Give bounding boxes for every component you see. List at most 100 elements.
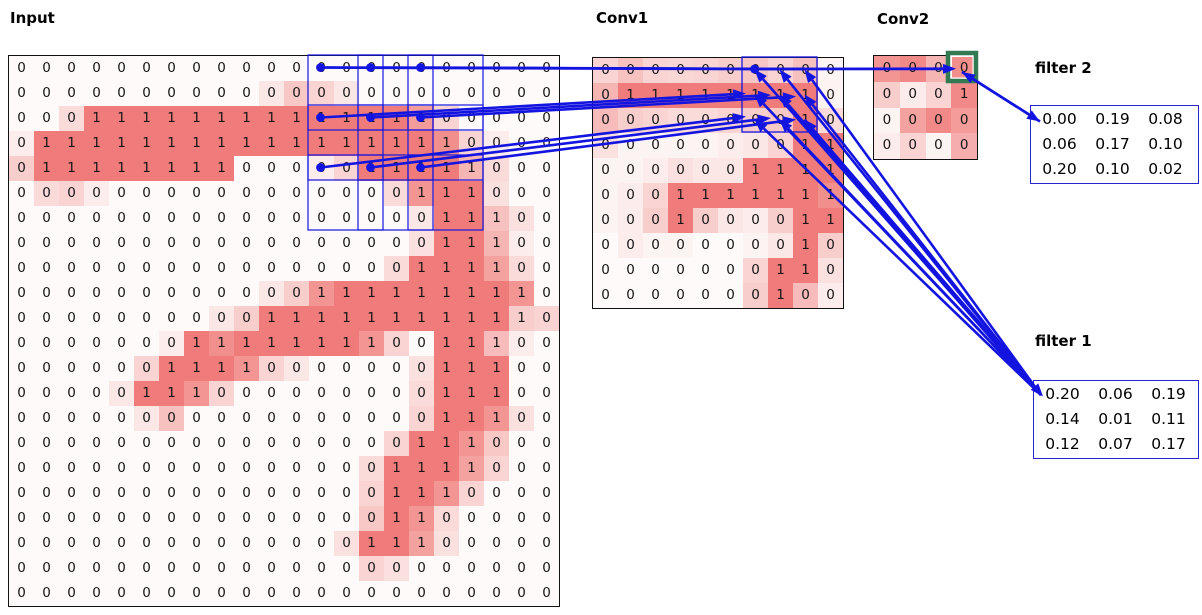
input-cell: 1 [459,306,484,331]
input-cell: 1 [409,481,434,506]
input-cell: 1 [409,256,434,281]
conv1-cell: 0 [718,283,743,308]
input-cell: 0 [259,481,284,506]
input-cell: 0 [84,556,109,581]
input-cell: 1 [434,356,459,381]
input-cell: 0 [409,381,434,406]
input-cell: 1 [359,156,384,181]
input-cell: 0 [159,231,184,256]
input-cell: 0 [134,431,159,456]
input-cell: 0 [509,506,534,531]
input-cell: 0 [59,556,84,581]
input-cell: 0 [434,56,459,81]
input-cell: 0 [9,206,34,231]
conv1-cell: 0 [768,58,793,83]
conv1-cell: 0 [768,208,793,233]
input-cell: 0 [134,506,159,531]
input-cell: 0 [459,531,484,556]
conv2-cell: 0 [874,133,900,159]
input-cell: 0 [184,531,209,556]
input-cell: 1 [459,256,484,281]
input-cell: 0 [184,406,209,431]
input-cell: 0 [159,456,184,481]
input-cell: 0 [384,381,409,406]
input-cell: 1 [459,181,484,206]
input-cell: 0 [534,556,559,581]
input-cell: 0 [9,281,34,306]
conv2-cell: 0 [951,56,977,82]
input-cell: 0 [534,356,559,381]
input-cell: 1 [284,306,309,331]
input-cell: 0 [384,181,409,206]
input-cell: 0 [259,431,284,456]
input-cell: 1 [34,156,59,181]
input-cell: 0 [334,556,359,581]
input-cell: 0 [534,531,559,556]
input-cell: 1 [459,331,484,356]
input-cell: 0 [484,456,509,481]
input-cell: 0 [159,331,184,356]
input-cell: 1 [459,431,484,456]
input-cell: 0 [309,481,334,506]
input-cell: 0 [134,331,159,356]
input-cell: 0 [134,206,159,231]
input-cell: 0 [409,206,434,231]
conv2-cell: 0 [874,56,900,82]
input-cell: 1 [309,106,334,131]
conv1-cell: 0 [618,183,643,208]
input-cell: 0 [309,256,334,281]
input-cell: 0 [334,56,359,81]
input-cell: 0 [334,381,359,406]
input-cell: 1 [434,181,459,206]
input-cell: 0 [109,456,134,481]
input-cell: 0 [434,106,459,131]
conv1-cell: 0 [693,133,718,158]
input-cell: 0 [484,481,509,506]
input-cell: 0 [84,381,109,406]
input-cell: 0 [384,356,409,381]
conv2-cell: 0 [874,107,900,134]
input-cell: 1 [409,531,434,556]
input-cell: 0 [509,531,534,556]
conv1-cell: 0 [593,258,618,283]
input-cell: 0 [284,556,309,581]
input-cell: 1 [184,356,209,381]
input-cell: 1 [384,481,409,506]
input-cell: 0 [409,556,434,581]
input-cell: 0 [9,381,34,406]
input-cell: 0 [509,556,534,581]
input-cell: 0 [9,506,34,531]
conv1-cell: 0 [643,108,668,133]
conv1-cell: 0 [593,108,618,133]
input-cell: 0 [384,56,409,81]
input-cell: 0 [184,481,209,506]
input-cell: 0 [259,56,284,81]
input-cell: 1 [109,131,134,156]
conv1-cell: 0 [618,58,643,83]
input-cell: 0 [259,531,284,556]
conv1-title: Conv1 [596,9,649,27]
conv1-cell: 0 [818,233,843,258]
conv1-cell: 0 [593,58,618,83]
conv1-cell: 0 [743,258,768,283]
input-cell: 0 [34,331,59,356]
input-cell: 1 [509,281,534,306]
input-cell: 1 [159,356,184,381]
input-cell: 1 [459,206,484,231]
input-cell: 0 [309,431,334,456]
input-cell: 0 [409,56,434,81]
conv1-cell: 0 [818,283,843,308]
input-cell: 0 [534,306,559,331]
input-cell: 0 [109,231,134,256]
input-cell: 0 [409,81,434,106]
input-cell: 0 [184,281,209,306]
input-cell: 1 [434,131,459,156]
input-cell: 1 [334,281,359,306]
input-cell: 0 [534,281,559,306]
input-cell: 0 [209,56,234,81]
input-cell: 1 [84,156,109,181]
conv1-cell: 1 [768,183,793,208]
input-cell: 0 [84,331,109,356]
conv1-cell: 0 [643,183,668,208]
input-cell: 0 [209,431,234,456]
